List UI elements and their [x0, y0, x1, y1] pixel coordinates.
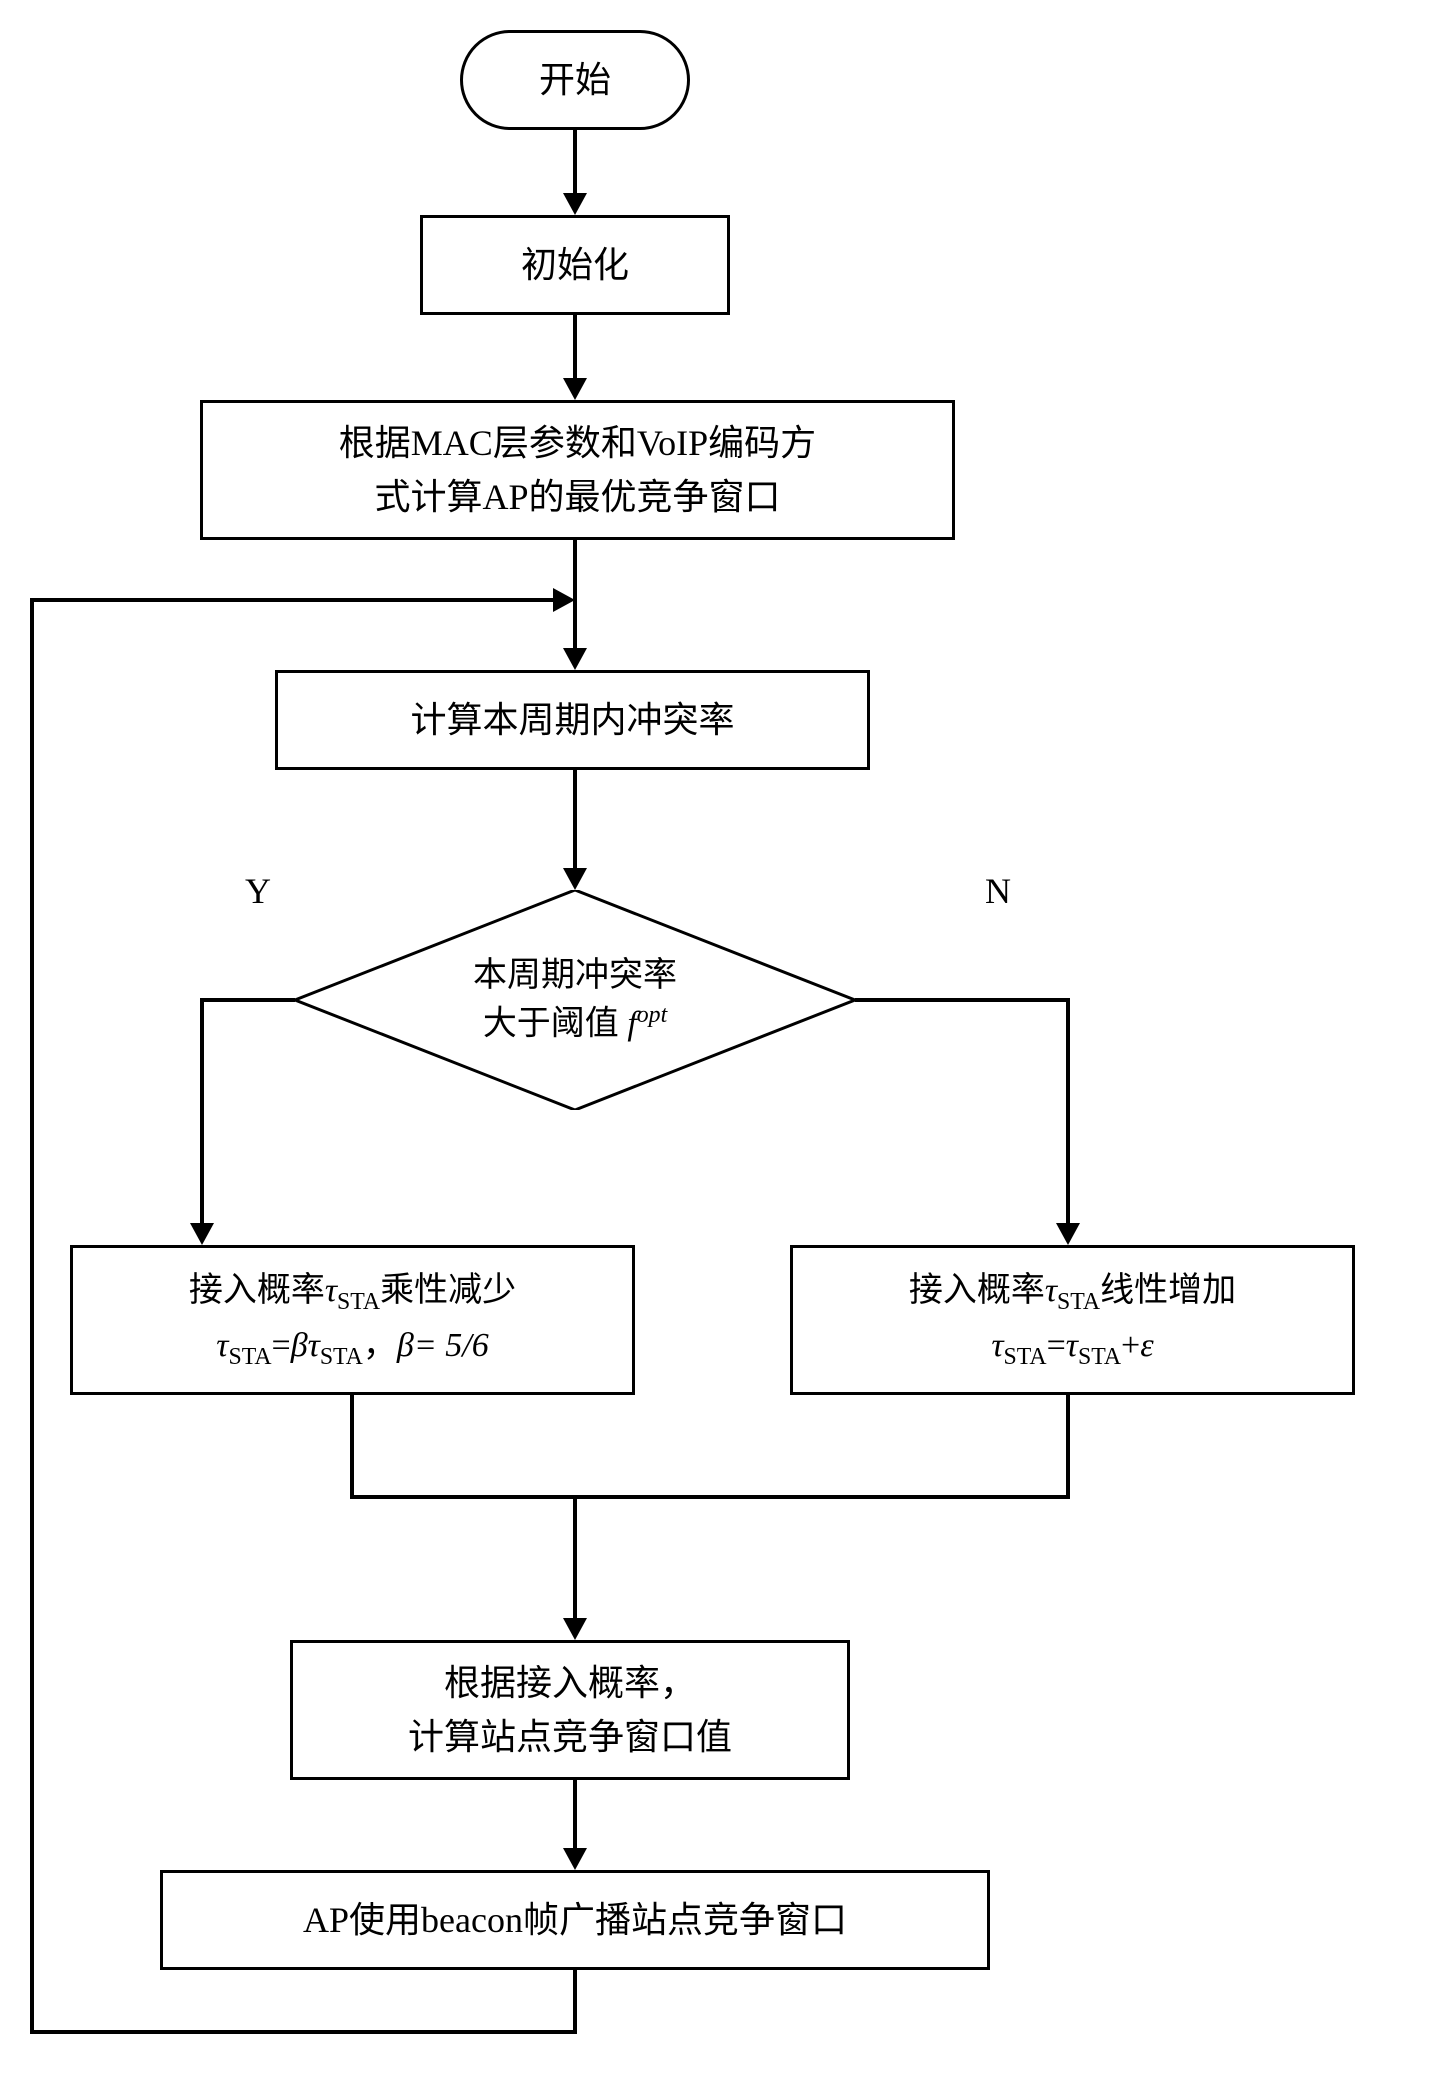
arrow-head [563, 1848, 587, 1870]
calc-window-line2: 计算站点竞争窗口值 [408, 1710, 732, 1764]
arrow-head [563, 378, 587, 400]
yes-label: Y [245, 870, 271, 912]
arrow-line [200, 998, 204, 1223]
decision-node: 本周期冲突率 大于阈值 fopt [295, 890, 855, 1110]
decision-text: 本周期冲突率 大于阈值 fopt [473, 952, 677, 1049]
start-label: 开始 [539, 53, 611, 107]
arrow-head [563, 868, 587, 890]
init-label: 初始化 [521, 238, 629, 292]
increase-line1: 接入概率τSTA线性增加 [909, 1265, 1236, 1320]
arrow-line [573, 770, 577, 868]
increase-node: 接入概率τSTA线性增加 τSTA=τSTA+ε [790, 1245, 1355, 1395]
arrow-head [1056, 1223, 1080, 1245]
decrease-node: 接入概率τSTA乘性减少 τSTA=βτSTA，β= 5/6 [70, 1245, 635, 1395]
calc-ap-line2: 式计算AP的最优竞争窗口 [339, 470, 816, 524]
calc-ap-node: 根据MAC层参数和VoIP编码方 式计算AP的最优竞争窗口 [200, 400, 955, 540]
arrow-line [30, 598, 553, 602]
arrow-line [573, 1780, 577, 1848]
calc-window-node: 根据接入概率， 计算站点竞争窗口值 [290, 1640, 850, 1780]
arrow-line [855, 998, 1070, 1002]
arrow-head [190, 1223, 214, 1245]
decision-line2: 大于阈值 fopt [473, 999, 677, 1048]
arrow-line [573, 315, 577, 378]
arrow-line [573, 1495, 577, 1618]
decision-line1: 本周期冲突率 [473, 952, 677, 1000]
arrow-head [563, 648, 587, 670]
broadcast-node: AP使用beacon帧广播站点竞争窗口 [160, 1870, 990, 1970]
arrow-line [30, 598, 34, 2034]
decrease-line2: τSTA=βτSTA，β= 5/6 [189, 1320, 516, 1375]
arrow-line [350, 1395, 354, 1495]
broadcast-label: AP使用beacon帧广播站点竞争窗口 [303, 1893, 847, 1947]
arrow-head [553, 588, 575, 612]
arrow-line [1066, 998, 1070, 1223]
calc-ap-line1: 根据MAC层参数和VoIP编码方 [339, 416, 816, 470]
arrow-line [1066, 1395, 1070, 1495]
arrow-line [573, 130, 577, 193]
no-label: N [985, 870, 1011, 912]
flowchart-container: 开始 初始化 根据MAC层参数和VoIP编码方 式计算AP的最优竞争窗口 计算本… [20, 20, 1412, 2075]
arrow-head [563, 193, 587, 215]
init-node: 初始化 [420, 215, 730, 315]
calc-collision-label: 计算本周期内冲突率 [410, 693, 734, 747]
arrow-line [350, 1495, 1070, 1499]
start-node: 开始 [460, 30, 690, 130]
arrow-line [573, 1970, 577, 2030]
calc-window-line1: 根据接入概率， [408, 1656, 732, 1710]
arrow-line [200, 998, 295, 1002]
arrow-line [30, 2030, 577, 2034]
decrease-line1: 接入概率τSTA乘性减少 [189, 1265, 516, 1320]
arrow-head [563, 1618, 587, 1640]
calc-collision-node: 计算本周期内冲突率 [275, 670, 870, 770]
increase-line2: τSTA=τSTA+ε [909, 1320, 1236, 1375]
